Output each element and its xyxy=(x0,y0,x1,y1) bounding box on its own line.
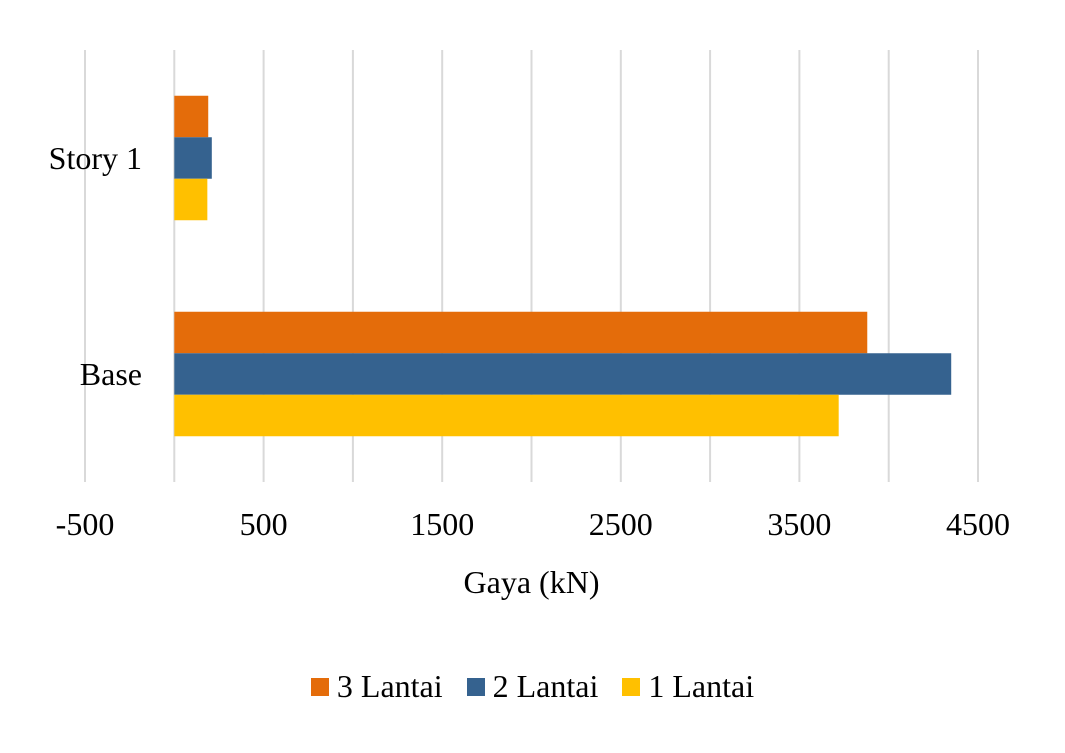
legend-label: 2 Lantai xyxy=(492,668,599,704)
legend-swatch xyxy=(466,677,485,696)
bar-3-lantai xyxy=(174,95,209,138)
chart-svg: -500 500 1500 2500 3500 4500 Gaya (kN) Story 1 B… xyxy=(49,50,1010,600)
x-tick-label: 3500 xyxy=(767,506,831,542)
x-axis-title: Gaya (kN) xyxy=(464,564,600,600)
legend: 3 Lantai 2 Lantai 1 Lantai xyxy=(0,668,1065,705)
y-category-label: Base xyxy=(80,356,142,392)
legend-item: 2 Lantai xyxy=(466,668,599,705)
legend-label: 1 Lantai xyxy=(648,668,755,704)
bar-3-lantai xyxy=(174,311,868,354)
x-tick-label: 2500 xyxy=(589,506,653,542)
y-category-label: Story 1 xyxy=(49,140,142,176)
x-tick-label: 4500 xyxy=(946,506,1010,542)
legend-item: 1 Lantai xyxy=(622,668,754,705)
bar-1-lantai xyxy=(174,394,839,437)
legend-label: 3 Lantai xyxy=(336,668,443,704)
legend-swatch xyxy=(310,677,329,696)
bar-2-lantai xyxy=(174,353,952,395)
x-tick-label: -500 xyxy=(56,506,115,542)
bar-2-lantai xyxy=(174,137,212,179)
bar-1-lantai xyxy=(174,178,208,221)
x-tick-label: 1500 xyxy=(410,506,474,542)
legend-item: 3 Lantai xyxy=(310,668,443,705)
x-tick-label: 500 xyxy=(240,506,288,542)
legend-swatch xyxy=(622,677,641,696)
